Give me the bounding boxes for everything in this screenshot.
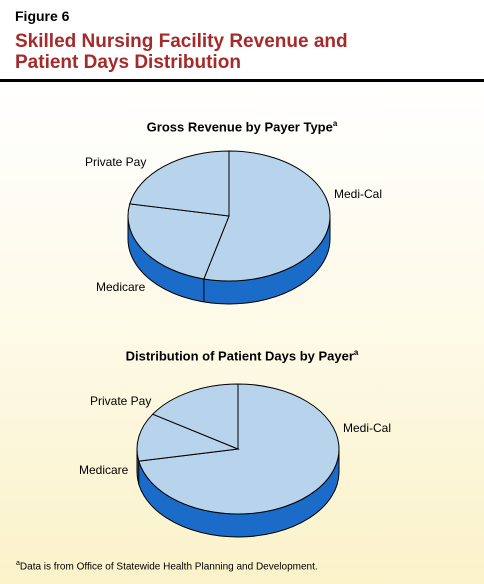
chart-1-label-medi-cal: Medi-Cal (334, 187, 382, 201)
chart-1-slice-medicare (127, 203, 230, 280)
figure-title-line-1: Skilled Nursing Facility Revenue and (15, 31, 348, 52)
chart-2-label-medicare: Medicare (79, 463, 129, 477)
chart-1-title-text: Gross Revenue by Payer Type (146, 119, 333, 135)
header-rule (0, 79, 484, 82)
chart-2-slice-private-pay (151, 383, 239, 450)
footnote-marker: a (16, 560, 20, 567)
footnote-text: Data is from Office of Statewide Health … (19, 561, 318, 573)
figure-title-line-2: Patient Days Distribution (15, 52, 241, 73)
chart-2-slice-medicare (136, 413, 240, 462)
chart-2-title-note: a (353, 348, 359, 357)
figure-label: Figure 6 (15, 8, 70, 24)
chart-1-slice-private-pay (129, 150, 230, 217)
chart-2-title-text: Distribution of Patient Days by Payer (125, 348, 354, 364)
figure-header: Figure 6 Skilled Nursing Facility Revenu… (0, 0, 484, 80)
chart-2-label-medi-cal: Medi-Cal (343, 421, 391, 435)
footnote: aData is from Office of Statewide Health… (16, 560, 318, 572)
chart-2-label-private-pay: Private Pay (90, 394, 151, 408)
chart-1-title-note: a (332, 119, 338, 128)
chart-1-label-medicare: Medicare (96, 280, 146, 294)
chart-2-title: Distribution of Patient Days by Payera (0, 348, 484, 363)
figure-title: Skilled Nursing Facility Revenue and Pat… (15, 31, 455, 73)
chart-1-title: Gross Revenue by Payer Typea (0, 119, 484, 134)
chart-1-label-private-pay: Private Pay (85, 155, 146, 169)
chart-1-slice-medi-cal (203, 150, 331, 282)
